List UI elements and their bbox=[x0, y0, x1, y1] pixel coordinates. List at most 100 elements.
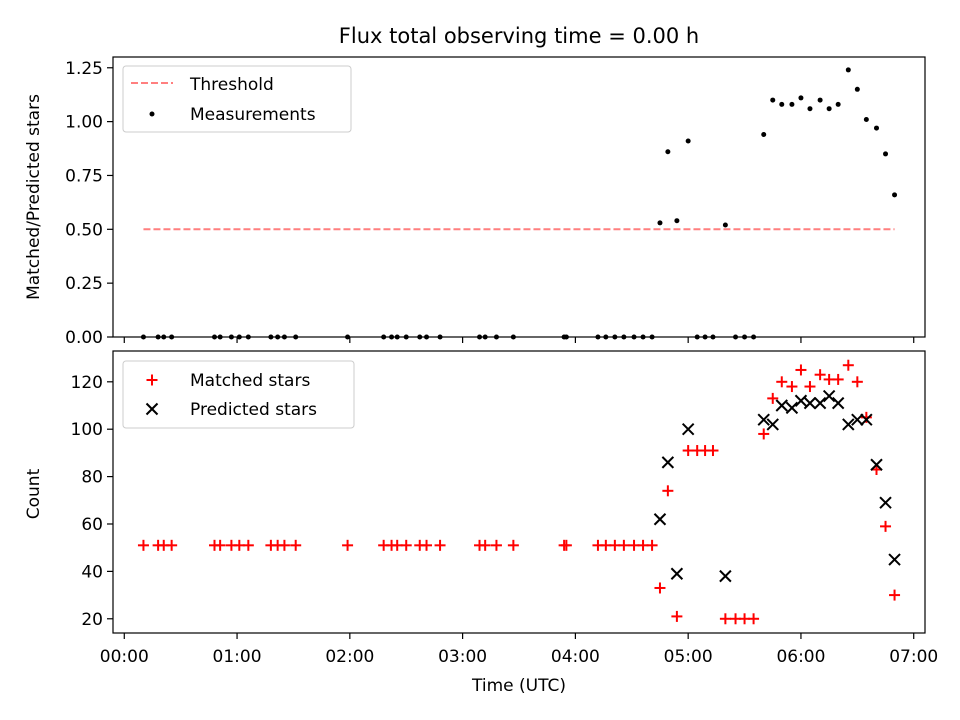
predicted-star-point bbox=[860, 413, 873, 426]
legend-predicted-label: Predicted stars bbox=[190, 400, 317, 420]
matched-star-point bbox=[671, 610, 683, 622]
matched-star-point bbox=[786, 381, 798, 393]
legend-matched-label: Matched stars bbox=[190, 371, 310, 391]
matched-star-point bbox=[166, 539, 178, 551]
matched-star-point bbox=[490, 539, 502, 551]
predicted-star-point bbox=[803, 396, 817, 410]
bottom-x-tick-label: 03:00 bbox=[438, 647, 487, 667]
legend-predicted-marker bbox=[145, 402, 159, 416]
matched-star-point bbox=[804, 381, 816, 393]
matched-star-point bbox=[832, 373, 844, 385]
predicted-star-point bbox=[822, 389, 836, 403]
measurement-point bbox=[874, 125, 880, 131]
bottom-y-tick-label: 80 bbox=[81, 468, 103, 488]
top-y-axis-ticks: 0.00 0.25 0.50 0.75 1.00 1.25 bbox=[65, 59, 113, 348]
bottom-y-tick-label: 60 bbox=[81, 515, 103, 535]
measurement-point bbox=[817, 97, 823, 103]
bottom-legend: Matched stars Predicted stars bbox=[122, 360, 355, 429]
bottom-x-tick-label: 02:00 bbox=[325, 647, 374, 667]
bottom-plot-marks bbox=[137, 359, 901, 625]
top-plot-frame bbox=[112, 56, 926, 338]
matched-star-point bbox=[707, 445, 719, 457]
matched-star-point bbox=[758, 428, 770, 440]
measurement-point bbox=[798, 95, 804, 101]
bottom-x-tick-label: 00:00 bbox=[100, 647, 149, 667]
predicted-star-point bbox=[794, 394, 808, 407]
top-legend: Threshold Measurements bbox=[122, 65, 352, 133]
top-y-tick-label: 0.75 bbox=[65, 166, 103, 186]
legend-matched-swatch bbox=[146, 374, 158, 386]
top-y-tick-label: 0.50 bbox=[65, 220, 103, 240]
predicted-star-point bbox=[757, 413, 770, 426]
legend-predicted-swatch bbox=[145, 402, 159, 416]
bottom-y-tick-label: 40 bbox=[81, 562, 103, 582]
measurement-point bbox=[657, 220, 663, 226]
matched-star-point bbox=[342, 539, 354, 551]
legend-measurements-swatch bbox=[149, 111, 155, 117]
matched-star-point bbox=[842, 359, 854, 371]
predicted-star-point bbox=[661, 456, 675, 469]
measurement-point bbox=[685, 138, 691, 144]
matched-star-point bbox=[421, 539, 433, 551]
matched-star-point bbox=[767, 392, 779, 404]
predicted-star-point bbox=[775, 399, 788, 412]
matched-star-point bbox=[400, 539, 412, 551]
top-y-tick-label: 1.00 bbox=[65, 113, 103, 133]
predicted-star-point bbox=[785, 401, 799, 415]
bottom-x-axis-ticks: 00:00 01:00 02:00 03:00 04:00 05:00 06:00 07:00 bbox=[100, 633, 938, 667]
top-legend-box bbox=[122, 65, 352, 133]
bottom-legend-box bbox=[122, 360, 355, 429]
top-x-axis-ticks bbox=[123, 337, 915, 343]
top-y-tick-label: 0.00 bbox=[65, 328, 103, 348]
matched-star-point bbox=[889, 589, 901, 601]
predicted-star-point bbox=[870, 458, 883, 471]
bottom-x-axis-label: Time (UTC) bbox=[471, 676, 566, 696]
measurement-point bbox=[807, 106, 813, 112]
top-panel: 0.00 0.25 0.50 0.75 1.00 1.25 Matched/Predict… bbox=[24, 56, 926, 348]
predicted-star-point bbox=[670, 567, 684, 580]
bottom-y-tick-label: 20 bbox=[81, 610, 103, 630]
predicted-star-point bbox=[851, 413, 864, 426]
matched-star-point bbox=[479, 539, 491, 551]
bottom-x-tick-label: 06:00 bbox=[776, 647, 825, 667]
matched-star-point bbox=[719, 613, 731, 625]
predicted-star-point bbox=[813, 396, 827, 410]
matched-star-point bbox=[814, 369, 826, 381]
matched-star-point bbox=[242, 539, 254, 551]
bottom-plot-frame bbox=[112, 350, 926, 634]
measurement-point bbox=[863, 116, 869, 122]
measurement-point bbox=[761, 132, 767, 138]
bottom-panel: 20 40 60 80 100 120 00:00 01:00 02:00 03:00 04:00… bbox=[24, 350, 938, 696]
matched-star-point bbox=[654, 582, 666, 594]
predicted-star-point bbox=[719, 569, 732, 583]
matched-star-point bbox=[618, 539, 630, 551]
figure-title: Flux total observing time = 0.00 h bbox=[339, 24, 699, 48]
top-y-tick-label: 1.25 bbox=[65, 59, 103, 79]
measurement-point bbox=[883, 151, 889, 157]
measurement-point bbox=[845, 67, 851, 73]
bottom-x-tick-label: 01:00 bbox=[213, 647, 262, 667]
matched-star-point bbox=[851, 376, 863, 388]
predicted-star-point bbox=[879, 496, 892, 509]
legend-matched-marker bbox=[146, 374, 158, 386]
measurement-point bbox=[665, 149, 671, 155]
measurement-point bbox=[892, 192, 898, 198]
matched-star-point bbox=[748, 613, 760, 625]
bottom-y-tick-label: 100 bbox=[71, 420, 103, 440]
bottom-y-tick-label: 120 bbox=[71, 373, 103, 393]
predicted-star-point bbox=[766, 418, 779, 431]
matched-star-point bbox=[560, 539, 572, 551]
measurement-point bbox=[722, 222, 728, 228]
matched-star-point bbox=[880, 520, 892, 532]
predicted-star-point bbox=[842, 418, 855, 431]
measurement-point bbox=[770, 97, 776, 103]
matched-star-point bbox=[137, 539, 149, 551]
predicted-star-point bbox=[653, 513, 667, 526]
matched-star-point bbox=[646, 539, 658, 551]
predicted-star-point bbox=[831, 396, 845, 410]
matched-star-point bbox=[776, 376, 788, 388]
matched-star-point bbox=[507, 539, 519, 551]
bottom-y-axis-label: Count bbox=[24, 468, 44, 519]
bottom-x-tick-label: 07:00 bbox=[889, 647, 938, 667]
